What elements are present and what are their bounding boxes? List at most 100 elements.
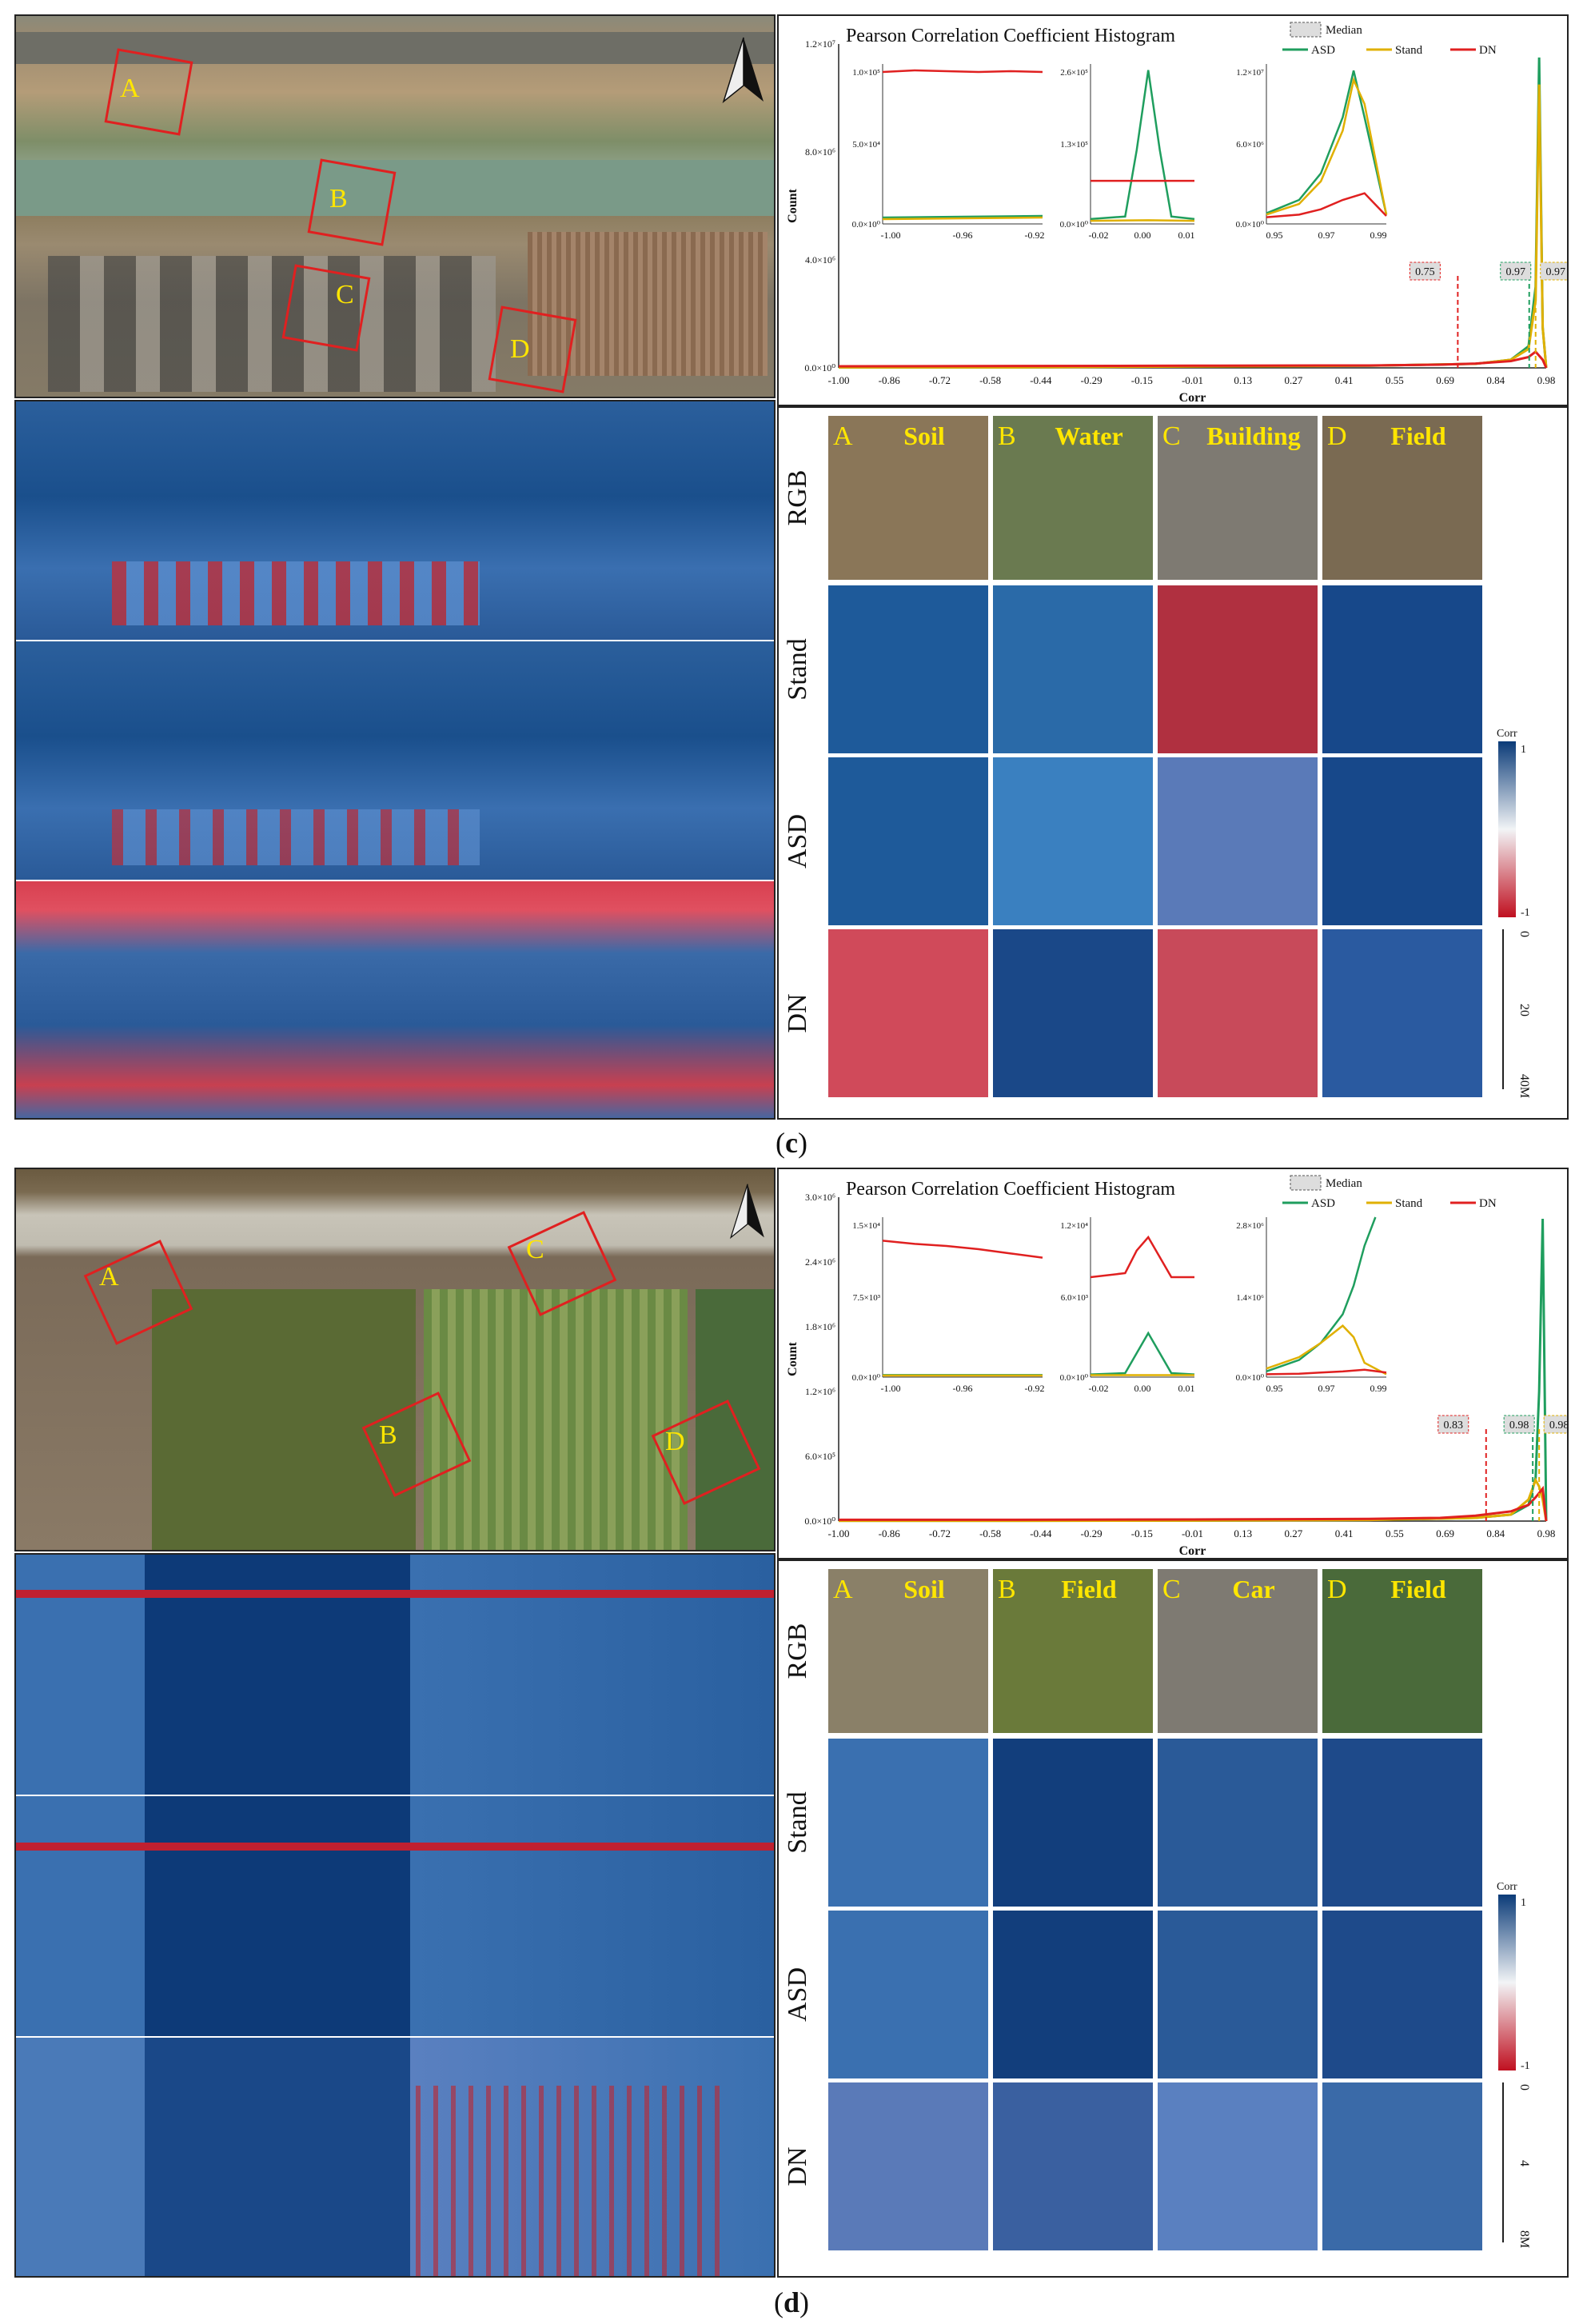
buildings (48, 256, 496, 392)
colorbar (1498, 1895, 1516, 2070)
river (16, 160, 774, 216)
y-tick-label: 0.0×10⁰ (804, 1515, 835, 1527)
column-name: Field (1390, 421, 1446, 450)
sample-tile-asd-a (828, 1911, 988, 2078)
inset-x-tick-label: 0.01 (1178, 1383, 1195, 1394)
inset-x-tick-label: -0.92 (1025, 1383, 1045, 1394)
row-label-rgb: RGB (783, 470, 812, 526)
corr-map-stack-c (14, 400, 776, 1120)
north-arrow-icon (729, 1184, 764, 1240)
inset-x-tick-label: -0.02 (1089, 230, 1109, 241)
column-letter: A (833, 1575, 853, 1604)
field-green-a (152, 1289, 416, 1550)
sample-tile-dn-b (993, 929, 1153, 1097)
corr-map-dn (16, 881, 774, 1118)
inset-series-asd (1090, 70, 1195, 221)
inset-y-tick-label: 1.2×10⁷ (1236, 68, 1264, 78)
series-asd-line (839, 57, 1548, 369)
legend-dn-label: DN (1479, 1197, 1497, 1210)
scalebar-label: 0 (1517, 2084, 1531, 2090)
x-tick-label: 0.27 (1285, 1527, 1303, 1539)
inset-y-tick-label: 1.3×10⁵ (1060, 140, 1088, 150)
inset-chart-1: -1.00 -0.96 -0.92 0.0×10⁰ 5.0×10⁴ 1.0×10⁵ (852, 64, 1045, 241)
caption-d: (d) (773, 2286, 810, 2318)
roi-box-b (307, 158, 397, 246)
inset-x-tick-label: 0.95 (1266, 230, 1283, 241)
series-stand-line (839, 1477, 1548, 1523)
inset-y-tick-label: 2.8×10⁶ (1236, 1221, 1264, 1231)
median-value: 0.97 (1505, 266, 1525, 278)
colorbar-max-label: 1 (1521, 1897, 1526, 1909)
median-box (1500, 262, 1532, 281)
legend-asd-label: ASD (1311, 1197, 1335, 1210)
inset-y-tick-label: 0.0×10⁰ (1236, 1373, 1265, 1383)
column-name: Soil (903, 421, 945, 450)
map-label-d: D (510, 334, 530, 364)
inset-series-asd (1090, 1331, 1195, 1376)
sample-tile-asd-d (1322, 757, 1482, 925)
inset-x-tick-label: 0.99 (1370, 230, 1387, 241)
x-tick-label: 0.13 (1234, 1527, 1252, 1539)
x-tick-label: 0.98 (1537, 374, 1556, 386)
x-tick-label: -0.86 (879, 374, 901, 386)
x-tick-label: 0.69 (1436, 1527, 1454, 1539)
inset-chart-1: -1.00 -0.96 -0.92 0.0×10⁰ 7.5×10³ 1.5×10⁴ (852, 1217, 1045, 1394)
legend-dn-label: DN (1479, 44, 1497, 57)
sample-tile-dn-d (1322, 929, 1482, 1097)
column-letter: A (833, 421, 853, 451)
y-axis-label: Count (786, 1341, 799, 1376)
inset-x-tick-label: -0.96 (953, 230, 973, 241)
histogram-panel-c: -1.00 -0.86 -0.72 -0.58 -0.44 -0.29 -0.15 -0.01… (777, 14, 1572, 406)
median-box (1540, 262, 1572, 281)
sample-grid-svg-d: RGB Stand ASD DN A Soil B Field C Car D Field Corr 1 -… (783, 1569, 1531, 2250)
corr-map-stand (16, 1555, 774, 1795)
inset-chart-2: -0.02 0.00 0.01 0.0×10⁰ 1.3×10⁵ 2.6×10⁵ (1060, 64, 1195, 241)
panel-c: A B C D -1.00 -0.86 -0.72 -0.58 -0.44 -0.29 -0… (0, 0, 1583, 1160)
roi-box-c (281, 264, 371, 352)
median-value: 0.98 (1509, 1420, 1529, 1432)
x-tick-label: 0.41 (1335, 374, 1354, 386)
aerial-map-d: A B C D (14, 1168, 776, 1551)
x-tick-label: -0.15 (1131, 374, 1153, 386)
x-tick-label: -0.72 (929, 374, 951, 386)
median-value: 0.98 (1549, 1420, 1567, 1432)
inset-y-tick-label: 6.0×10³ (1061, 1293, 1089, 1303)
sample-tile-rgb-c (1158, 1569, 1318, 1733)
scalebar-label: 8M (1517, 2230, 1531, 2248)
inset-chart-3: 0.95 0.97 0.99 0.0×10⁰ 6.0×10⁶ 1.2×10⁷ (1236, 64, 1388, 241)
inset-x-tick-label: 0.00 (1134, 1383, 1151, 1394)
x-tick-label: 0.41 (1335, 1527, 1354, 1539)
inset-chart-3: 0.95 0.97 0.99 0.0×10⁰ 1.4×10⁶ 2.8×10⁶ (1236, 1216, 1387, 1394)
series-stand-line (839, 84, 1548, 369)
row-label-rgb: RGB (783, 1623, 812, 1679)
inset-x-tick-label: -1.00 (881, 1383, 901, 1394)
median-box (1543, 1415, 1575, 1434)
map-label-d: D (665, 1427, 685, 1456)
sample-grid-c: RGB Stand ASD DN A Soil B Water C Building D Field C… (777, 406, 1569, 1120)
red-stripes (416, 2086, 720, 2276)
x-tick-label: -0.86 (879, 1527, 901, 1539)
x-axis-label: Corr (1179, 1544, 1206, 1558)
sample-grid-svg-c: RGB Stand ASD DN A Soil B Water C Building D Field C… (783, 416, 1531, 1098)
inset-series-stand (1266, 1324, 1387, 1376)
red-line (16, 1843, 774, 1851)
sample-tile-dn-b (993, 2082, 1153, 2250)
column-letter: D (1327, 1575, 1347, 1604)
inset-y-tick-label: 0.0×10⁰ (852, 1373, 881, 1383)
inset-x-tick-label: 0.99 (1370, 1383, 1387, 1394)
x-tick-label: -0.58 (979, 374, 1001, 386)
x-tick-label: 0.13 (1234, 374, 1252, 386)
histogram-chart-d: -1.00 -0.86 -0.72 -0.58 -0.44 -0.29 -0.15 -0.01… (786, 1175, 1575, 1558)
y-tick-label: 1.8×10⁶ (805, 1321, 835, 1332)
column-name: Car (1232, 1575, 1274, 1603)
row-label-dn: DN (783, 993, 812, 1032)
row-label-asd: ASD (783, 1967, 812, 2022)
field-green-b (424, 1289, 688, 1550)
colorbar-title: Corr (1497, 728, 1517, 740)
inset-series-asd (1266, 70, 1388, 215)
map-label-c: C (526, 1235, 544, 1264)
map-label-b: B (329, 184, 348, 214)
column-name: Water (1055, 421, 1122, 450)
map-label-a: A (99, 1262, 119, 1292)
inset-x-tick-label: -1.00 (881, 230, 901, 241)
